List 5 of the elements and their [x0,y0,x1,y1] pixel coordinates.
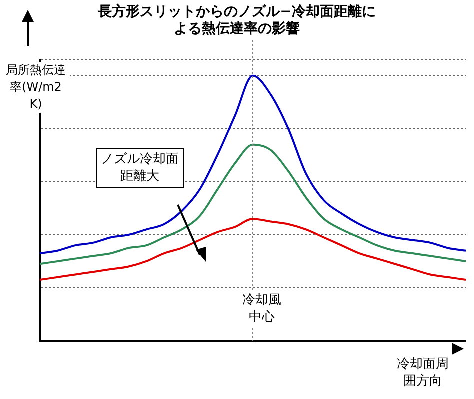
y-axis-title: 局所熱伝達率(W/m2 K) [2,62,70,113]
annotation: 冷却風中心 [240,292,284,326]
chart-title: 長方形スリットからのノズル−冷却面距離による熱伝達率の影響 [97,4,377,38]
x-axis-title: 冷却面周囲方向 [396,356,450,390]
annotation: ノズル冷却面距離大 [96,148,184,188]
